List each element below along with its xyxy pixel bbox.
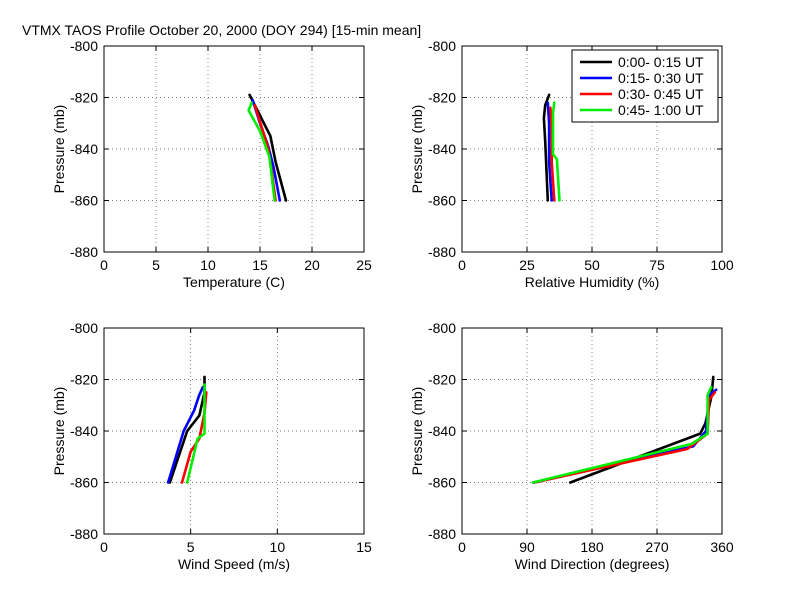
y-tick-label: -860 <box>70 193 98 209</box>
series-line-1 <box>542 93 551 202</box>
x-tick-label: 5 <box>152 257 160 273</box>
series-line-4 <box>531 385 713 484</box>
x-tick-label: 270 <box>645 539 669 555</box>
legend-entry: 0:00- 0:15 UT <box>618 54 704 70</box>
x-axis-label: Wind Speed (m/s) <box>178 556 290 572</box>
y-tick-label: -880 <box>70 526 98 542</box>
y-tick-label: -820 <box>70 372 98 388</box>
y-tick-label: -840 <box>70 141 98 157</box>
x-tick-label: 360 <box>710 539 734 555</box>
y-tick-label: -860 <box>428 193 456 209</box>
x-tick-label: 10 <box>200 257 216 273</box>
series-line-4 <box>185 383 206 484</box>
y-tick-label: -860 <box>428 475 456 491</box>
x-tick-label: 0 <box>458 539 466 555</box>
panel-1: 0 5 10 15 20 25 -800 -820 -840 -860 -880 Temperatur… <box>51 38 372 290</box>
x-tick-label: 5 <box>187 539 195 555</box>
series-line-2 <box>166 385 205 484</box>
x-tick-label: 75 <box>649 257 665 273</box>
x-tick-label: 0 <box>100 539 108 555</box>
legend-entry: 0:45- 1:00 UT <box>618 102 704 118</box>
y-axis-label: Pressure (mb) <box>409 105 425 194</box>
y-tick-label: -880 <box>428 526 456 542</box>
x-tick-label: 20 <box>304 257 320 273</box>
legend: 0:00- 0:15 UT0:15- 0:30 UT0:30- 0:45 UT0… <box>571 49 719 123</box>
x-tick-label: 90 <box>519 539 535 555</box>
x-tick-label: 180 <box>580 539 604 555</box>
x-tick-label: 10 <box>270 539 286 555</box>
x-tick-label: 100 <box>710 257 734 273</box>
y-tick-label: -880 <box>428 244 456 260</box>
y-tick-label: -840 <box>70 423 98 439</box>
series-line-2 <box>546 101 554 202</box>
series-line-4 <box>247 101 276 202</box>
y-tick-label: -860 <box>70 475 98 491</box>
x-tick-label: 15 <box>356 539 372 555</box>
x-tick-label: 50 <box>584 257 600 273</box>
y-tick-label: -800 <box>428 38 456 54</box>
y-axis-label: Pressure (mb) <box>51 105 67 194</box>
x-tick-label: 25 <box>356 257 372 273</box>
y-tick-label: -840 <box>428 423 456 439</box>
y-tick-label: -820 <box>70 90 98 106</box>
x-axis-label: Wind Direction (degrees) <box>515 556 670 572</box>
y-tick-label: -820 <box>428 90 456 106</box>
x-tick-label: 15 <box>252 257 268 273</box>
figure-title: VTMX TAOS Profile October 20, 2000 (DOY … <box>22 22 421 38</box>
y-tick-label: -800 <box>70 320 98 336</box>
series-line-1 <box>568 375 715 484</box>
x-tick-label: 0 <box>100 257 108 273</box>
y-axis-label: Pressure (mb) <box>51 387 67 476</box>
y-tick-label: -820 <box>428 372 456 388</box>
panel-4: 0 90 180 270 360 -800 -820 -840 -860 -880 Wind Dir… <box>409 320 734 572</box>
plots: 0 5 10 15 20 25 -800 -820 -840 -860 -880 Temperatur… <box>51 38 734 572</box>
x-axis-label: Temperature (C) <box>183 274 285 290</box>
y-tick-label: -800 <box>428 320 456 336</box>
y-tick-label: -840 <box>428 141 456 157</box>
series-line-4 <box>551 101 561 202</box>
legend-entry: 0:30- 0:45 UT <box>618 86 704 102</box>
x-axis-label: Relative Humidity (%) <box>525 274 660 290</box>
x-tick-label: 0 <box>458 257 466 273</box>
x-tick-label: 25 <box>519 257 535 273</box>
y-tick-label: -800 <box>70 38 98 54</box>
legend-entry: 0:15- 0:30 UT <box>618 70 704 86</box>
y-axis-label: Pressure (mb) <box>409 387 425 476</box>
panel-3: 0 5 10 15 -800 -820 -840 -860 -880 Wind Speed (m/… <box>51 320 372 572</box>
y-tick-label: -880 <box>70 244 98 260</box>
